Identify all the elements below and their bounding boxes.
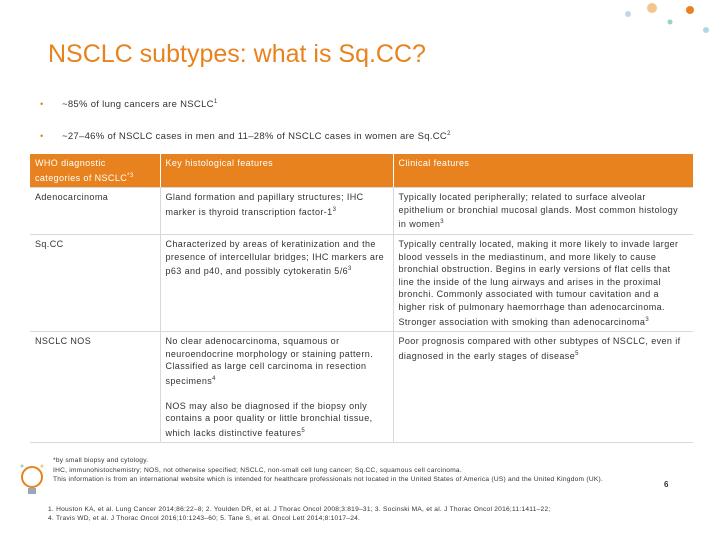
bullet: ~27–46% of NSCLC cases in men and 11–28%… — [40, 131, 451, 142]
bullet-text: ~27–46% of NSCLC cases in men and 11–28%… — [62, 131, 448, 143]
superscript: 3 — [440, 219, 444, 226]
cell: Typically centrally located, making it m… — [392, 234, 693, 333]
cell: Adenocarcinoma — [30, 187, 160, 235]
cell-text: No clear adenocarcinoma, squamous or neu… — [165, 336, 374, 386]
cell-text: Characterized by areas of keratinization… — [165, 238, 385, 277]
table: WHO diagnostic categories of NSCLC*3 Key… — [30, 154, 693, 444]
superscript: 3 — [332, 206, 337, 213]
superscript: 5 — [575, 350, 579, 357]
cell-text: Clinical features — [398, 158, 470, 168]
paragraph: NOS may also be diagnosed if the biopsy … — [166, 400, 387, 440]
header-cell: Key histological features — [159, 154, 393, 189]
footnote: This information is from an internationa… — [53, 476, 604, 483]
cell-text: Poor prognosis compared with other subty… — [398, 336, 681, 361]
cell: Typically located peripherally; related … — [392, 187, 693, 235]
reference: 1. Houston KA, et al. Lung Cancer 2014;8… — [48, 506, 551, 513]
cell: Poor prognosis compared with other subty… — [392, 331, 693, 444]
lightbulb-icon — [20, 464, 44, 494]
cell-text: Key histological features — [165, 158, 274, 168]
cell-text: NOS may also be diagnosed if the biopsy … — [165, 400, 373, 438]
footnotes: *by small biopsy and cytology. IHC, immu… — [53, 456, 623, 485]
header-row: WHO diagnostic categories of NSCLC*3 Key… — [30, 154, 693, 189]
footnote: *by small biopsy and cytology. — [53, 457, 149, 464]
row: NSCLC NOS No clear adenocarcinoma, squam… — [30, 331, 693, 444]
superscript: 4 — [212, 375, 216, 382]
reference: 4. Travis WD, et al. J Thorac Oncol 2016… — [48, 515, 361, 522]
references: 1. Houston KA, et al. Lung Cancer 2014;8… — [48, 505, 550, 523]
cell-text: WHO diagnostic categories of NSCLC — [35, 158, 128, 183]
row: Adenocarcinoma Gland formation and papil… — [30, 187, 693, 235]
superscript: 5 — [301, 427, 306, 434]
cell-text: Sq.CC — [35, 238, 64, 249]
cell-text: Typically located peripherally; related … — [398, 192, 679, 230]
decoration — [625, 3, 709, 33]
paragraph: No clear adenocarcinoma, squamous or neu… — [166, 335, 387, 387]
bullet: ~85% of lung cancers are NSCLC1 — [40, 99, 217, 110]
superscript: 3 — [348, 266, 352, 273]
superscript: 3 — [645, 316, 650, 323]
cell: Characterized by areas of keratinization… — [159, 234, 393, 333]
page-number: 6 — [664, 480, 669, 489]
cell-text: Adenocarcinoma — [35, 192, 109, 203]
footnote: IHC, immunohistochemistry; NOS, not othe… — [53, 466, 462, 474]
bullet-text: ~85% of lung cancers are NSCLC — [62, 99, 214, 111]
cell-text: NSCLC NOS — [35, 336, 92, 347]
header-cell: Clinical features — [392, 154, 693, 189]
cell: NSCLC NOS — [30, 331, 160, 444]
cell-text: Gland formation and papillary structures… — [165, 192, 364, 217]
header-cell: WHO diagnostic categories of NSCLC*3 — [30, 154, 160, 189]
superscript: 1 — [213, 99, 218, 105]
row: Sq.CC Characterized by areas of keratini… — [30, 234, 693, 333]
cell: Sq.CC — [30, 234, 160, 333]
cell: No clear adenocarcinoma, squamous or neu… — [159, 331, 393, 444]
title: NSCLC subtypes: what is Sq.CC? — [48, 40, 426, 68]
superscript: 2 — [447, 131, 451, 137]
cell-text: Typically centrally located, making it m… — [398, 238, 679, 327]
cell: Gland formation and papillary structures… — [159, 187, 393, 235]
superscript: *3 — [127, 172, 134, 179]
